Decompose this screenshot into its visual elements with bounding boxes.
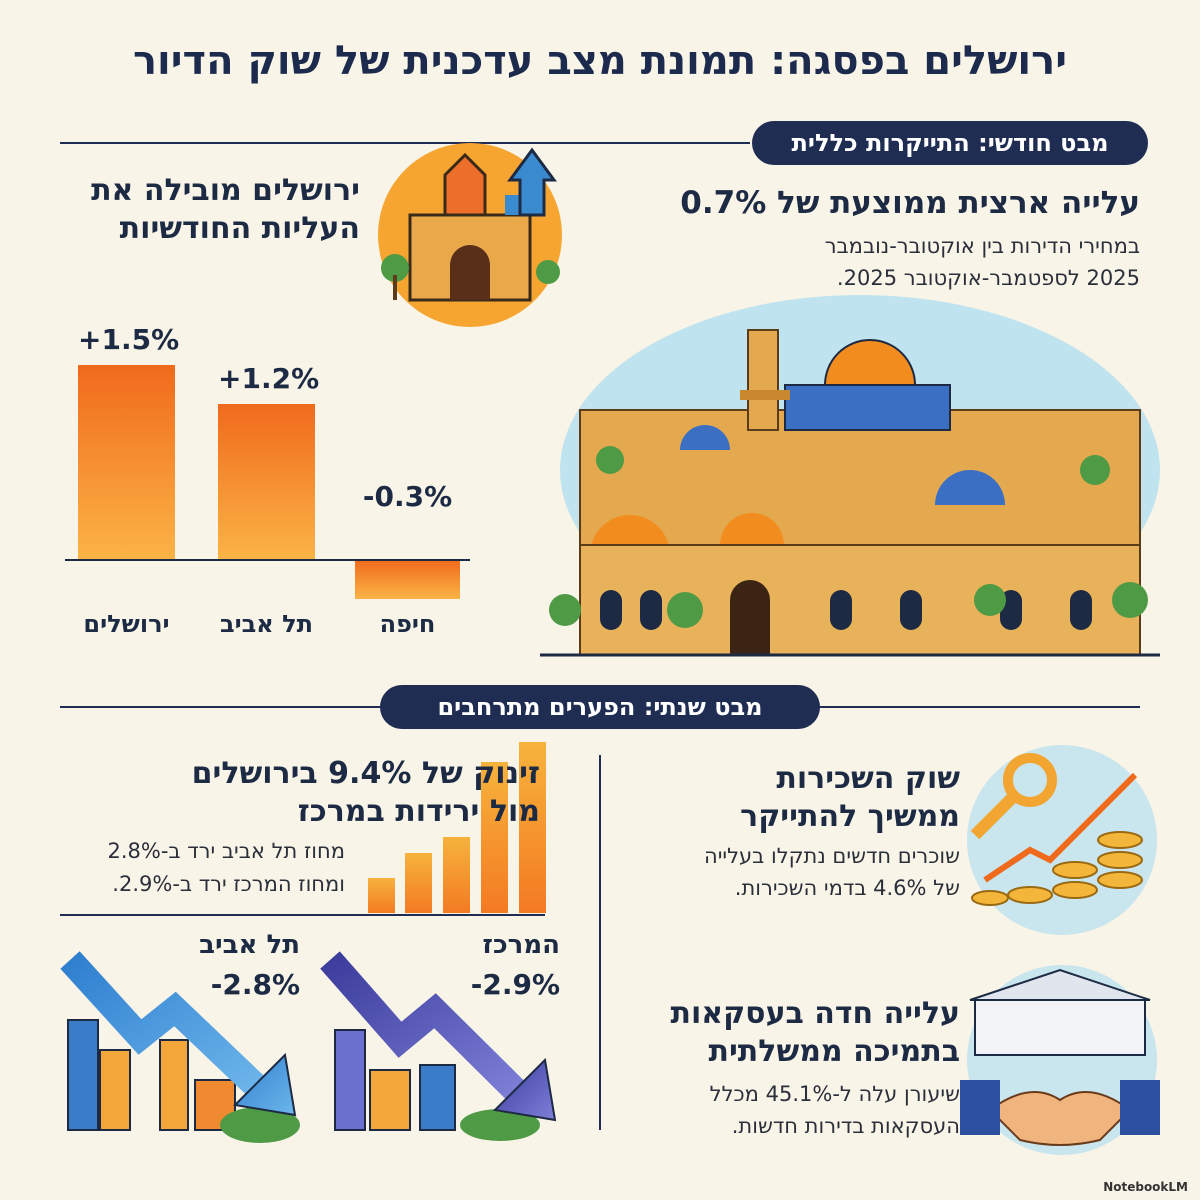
region-label: תל אביב <box>199 930 300 960</box>
bar <box>78 365 175 560</box>
region-value: -2.8% <box>210 968 300 1001</box>
title: ירושלים בפסגה: תמונת מצב עדכנית של שוק ה… <box>132 38 1068 84</box>
decorative-bars <box>368 742 546 913</box>
chart-title: העליות החודשיות <box>119 211 360 246</box>
category-label: חיפה <box>379 610 436 638</box>
arrow-head <box>232 1052 297 1117</box>
section-badge: מבט חודשי: התייקרות כללית <box>752 121 1148 165</box>
body-text: ומחוז המרכז ירד ב-2.9%. <box>112 872 345 896</box>
decline-arrow <box>60 951 269 1100</box>
headline: מול ירידות במרכז <box>297 794 540 829</box>
headline: עלייה ארצית ממוצעת של 0.7% <box>680 185 1140 221</box>
body-text: שוכרים חדשים נתקלו בעלייה <box>703 844 960 868</box>
footer: NotebookLM <box>1103 1180 1188 1194</box>
bar <box>355 560 460 599</box>
headline: עלייה חדה בעסקאות <box>670 996 960 1031</box>
body-text: במחירי הדירות בין אוקטובר-נובמבר <box>824 234 1140 258</box>
rent-icon <box>967 745 1157 935</box>
category-label: ירושלים <box>83 610 170 638</box>
chart-title: ירושלים מובילה את <box>91 173 360 208</box>
region-value: -2.9% <box>470 968 560 1001</box>
body-text: העסקאות בדירות חדשות. <box>731 1114 960 1138</box>
region-label: המרכז <box>482 930 560 960</box>
decline-arrow <box>320 951 530 1105</box>
body-text: 2025 לספטמבר-אוקטובר 2025. <box>836 266 1140 290</box>
headline: ממשיך להתייקר <box>740 799 960 834</box>
category-label: תל אביב <box>219 610 314 638</box>
value-label: -0.3% <box>362 480 453 513</box>
body-text: של 4.6% בדמי השכירות. <box>734 876 960 900</box>
headline: בתמיכה ממשלתית <box>708 1034 960 1069</box>
government-icon <box>960 965 1160 1155</box>
gate-icon <box>378 143 562 327</box>
section-badge: מבט שנתי: הפערים מתרחבים <box>380 685 820 729</box>
body-text: שיעורן עלה ל-45.1% מכלל <box>709 1082 960 1106</box>
jerusalem-illustration <box>540 295 1160 657</box>
arrow-head <box>492 1057 557 1122</box>
headline: זינוק של 9.4% בירושלים <box>191 756 540 791</box>
body-text: מחוז תל אביב ירד ב-2.8% <box>107 839 345 863</box>
headline: שוק השכירות <box>776 761 960 796</box>
skyline <box>67 1019 540 1143</box>
value-label: +1.2% <box>218 362 320 395</box>
bar <box>218 404 315 560</box>
value-label: +1.5% <box>78 323 180 356</box>
